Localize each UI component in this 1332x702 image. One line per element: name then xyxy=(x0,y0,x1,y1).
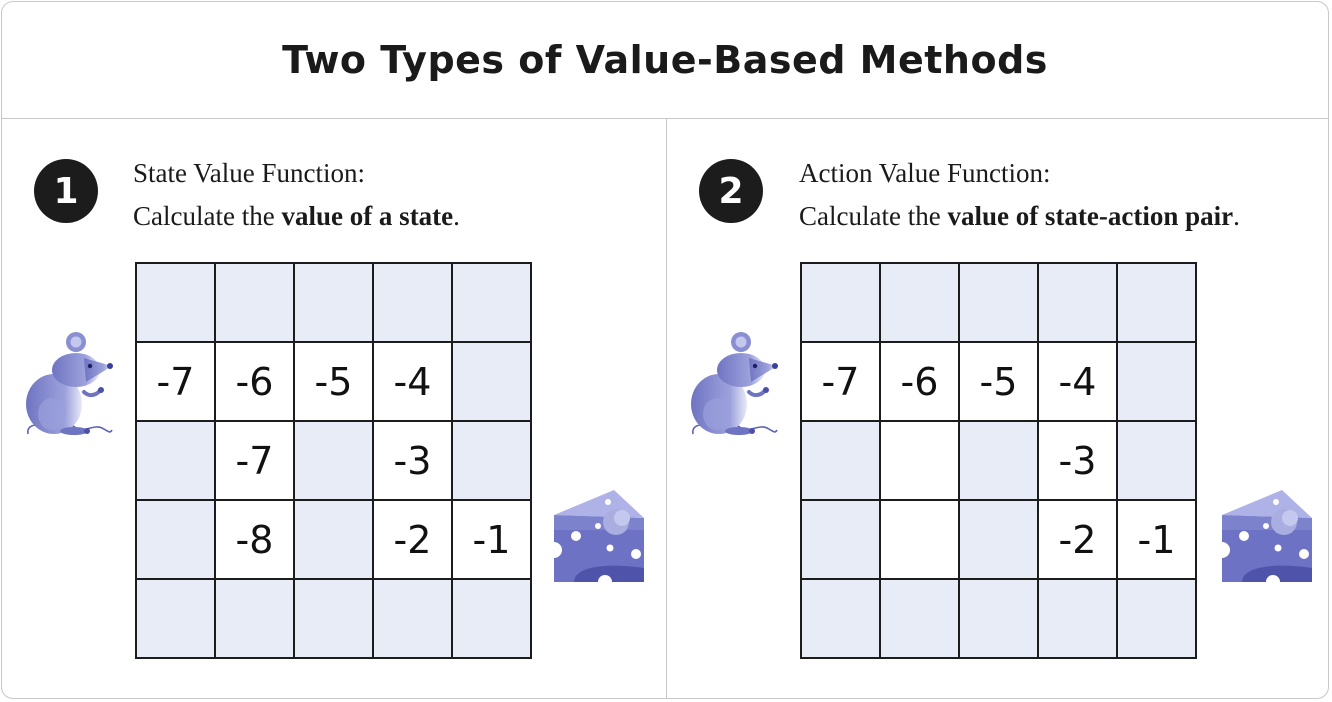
grid-cell: -3 xyxy=(1039,422,1118,501)
mouse-icon xyxy=(689,332,789,442)
grid-cell xyxy=(1118,264,1197,343)
grid-cell xyxy=(802,580,881,659)
cheese-icon xyxy=(1222,490,1312,582)
grid-cell xyxy=(295,264,374,343)
panel-2-heading: Action Value Function: xyxy=(799,158,1051,188)
grid-cell xyxy=(960,580,1039,659)
grid-cell xyxy=(137,580,216,659)
grid-cell xyxy=(295,501,374,580)
grid-cell xyxy=(295,580,374,659)
grid-cell xyxy=(960,422,1039,501)
grid-cell xyxy=(1039,264,1118,343)
panel-1-heading: State Value Function: xyxy=(133,158,365,188)
grid-cell xyxy=(1118,422,1197,501)
panel-2-gridworld: -7 -6 -5 -4 -3 -2 -1 xyxy=(800,262,1197,659)
grid-cell xyxy=(802,422,881,501)
grid-cell: -6 xyxy=(881,343,960,422)
grid-cell: -1 xyxy=(453,501,532,580)
panel-2-description: Action Value Function: Calculate the val… xyxy=(799,152,1240,238)
panel-2-subtext: Calculate the value of state-action pair… xyxy=(799,201,1240,231)
grid-cell xyxy=(802,264,881,343)
grid-cell xyxy=(881,580,960,659)
grid-cell: -5 xyxy=(295,343,374,422)
grid-cell xyxy=(453,422,532,501)
grid-cell xyxy=(960,501,1039,580)
grid-cell xyxy=(453,264,532,343)
grid-cell xyxy=(881,422,960,501)
grid-cell xyxy=(216,264,295,343)
grid-cell xyxy=(960,264,1039,343)
grid-cell: -8 xyxy=(216,501,295,580)
grid-cell xyxy=(881,264,960,343)
panel-1-gridworld: -7 -6 -5 -4 -7 -3 -8 -2 -1 xyxy=(135,262,532,659)
panel-1-emphasis: value of a state xyxy=(281,201,454,231)
grid-cell xyxy=(374,580,453,659)
grid-cell: -5 xyxy=(960,343,1039,422)
grid-cell: -2 xyxy=(1039,501,1118,580)
grid-cell xyxy=(137,264,216,343)
panel-1-subtext: Calculate the value of a state. xyxy=(133,201,460,231)
panel-2-number-badge: 2 xyxy=(699,159,763,223)
mouse-icon xyxy=(24,332,124,442)
grid-cell xyxy=(1039,580,1118,659)
panel-1-description: State Value Function: Calculate the valu… xyxy=(133,152,460,238)
panel-2-emphasis: value of state-action pair xyxy=(947,201,1234,231)
grid-cell: -7 xyxy=(802,343,881,422)
grid-cell: -2 xyxy=(374,501,453,580)
panel-1-number-badge: 1 xyxy=(34,159,98,223)
grid-cell xyxy=(881,501,960,580)
grid-cell xyxy=(1118,580,1197,659)
grid-cell: -4 xyxy=(1039,343,1118,422)
cheese-icon xyxy=(554,490,644,582)
panel-divider xyxy=(666,118,667,698)
grid-cell: -7 xyxy=(137,343,216,422)
grid-cell xyxy=(295,422,374,501)
grid-cell: -3 xyxy=(374,422,453,501)
grid-cell: -4 xyxy=(374,343,453,422)
grid-cell: -7 xyxy=(216,422,295,501)
grid-cell xyxy=(137,422,216,501)
grid-cell: -6 xyxy=(216,343,295,422)
grid-cell xyxy=(216,580,295,659)
grid-cell xyxy=(137,501,216,580)
grid-cell xyxy=(453,580,532,659)
grid-cell xyxy=(453,343,532,422)
figure-title: Two Types of Value-Based Methods xyxy=(2,2,1328,119)
grid-cell xyxy=(802,501,881,580)
grid-cell: -1 xyxy=(1118,501,1197,580)
grid-cell xyxy=(1118,343,1197,422)
grid-cell xyxy=(374,264,453,343)
